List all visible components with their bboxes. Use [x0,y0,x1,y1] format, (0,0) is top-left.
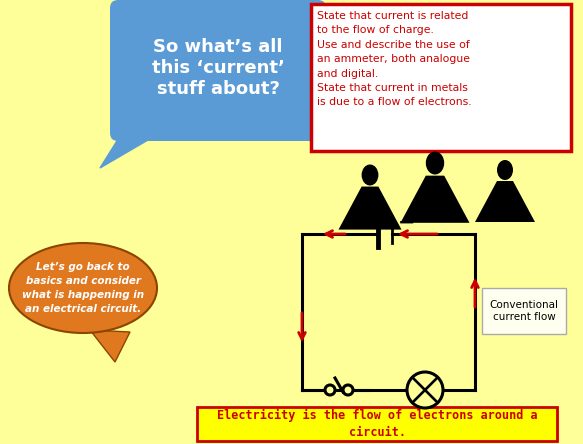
Ellipse shape [497,160,513,180]
Polygon shape [475,181,535,222]
Text: So what’s all
this ‘current’
stuff about?: So what’s all this ‘current’ stuff about… [152,38,285,98]
Text: +: + [348,210,366,230]
Circle shape [325,385,335,395]
Ellipse shape [426,151,444,174]
FancyBboxPatch shape [197,407,557,441]
Ellipse shape [9,243,157,333]
Polygon shape [339,186,402,230]
Polygon shape [100,128,148,168]
Polygon shape [401,176,469,223]
FancyBboxPatch shape [482,288,566,334]
Polygon shape [90,330,130,362]
Text: State that current is related
to the flow of charge.
Use and describe the use of: State that current is related to the flo… [317,11,472,107]
Ellipse shape [361,164,378,186]
Circle shape [343,385,353,395]
Text: −: − [398,213,416,233]
Text: Electricity is the flow of electrons around a
circuit.: Electricity is the flow of electrons aro… [217,409,538,439]
Text: Let’s go back to
basics and consider
what is happening in
an electrical circuit.: Let’s go back to basics and consider wha… [22,262,144,314]
Circle shape [407,372,443,408]
FancyBboxPatch shape [311,4,571,151]
Text: Conventional
current flow: Conventional current flow [490,300,559,322]
FancyBboxPatch shape [110,0,326,141]
